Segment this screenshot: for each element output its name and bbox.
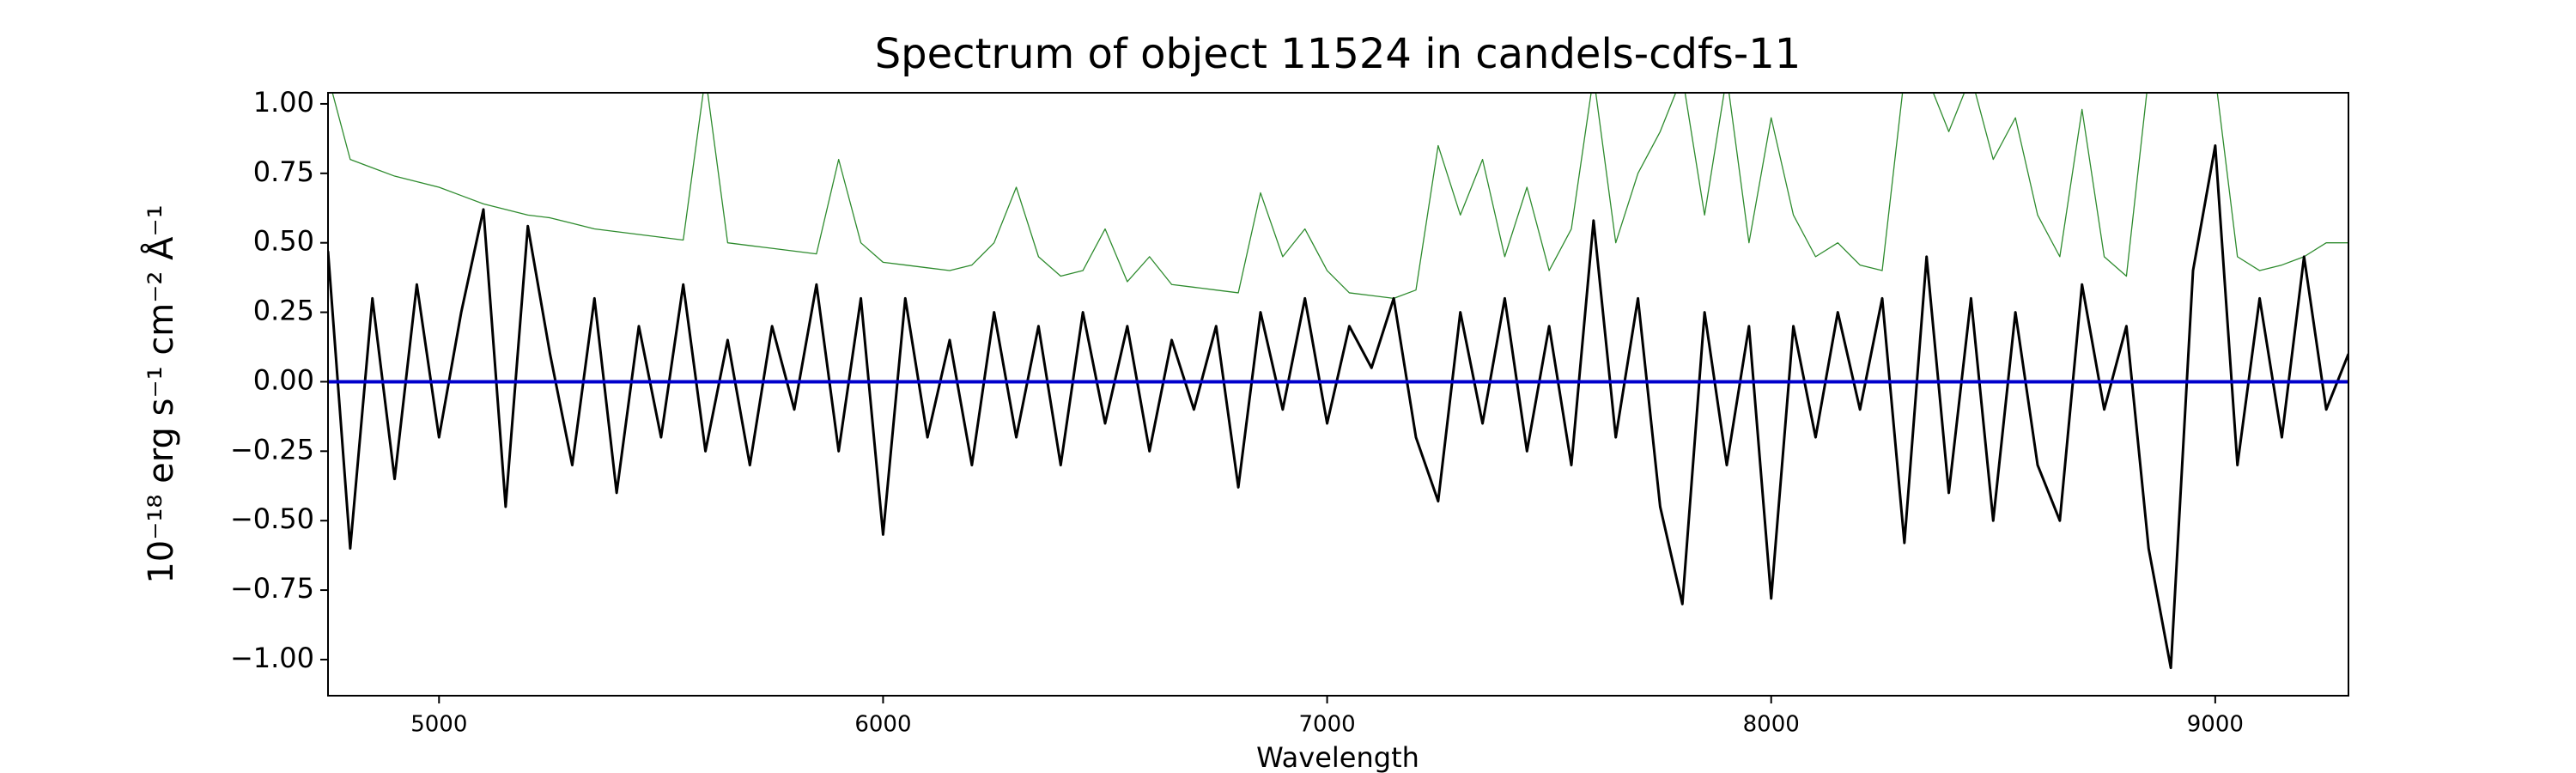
y-tick-label: 0.00 xyxy=(253,363,314,396)
y-axis-label: 10⁻¹⁸ erg s⁻¹ cm⁻² Å⁻¹ xyxy=(140,204,181,583)
spectrum-line xyxy=(328,143,2348,670)
y-tick-label: −0.50 xyxy=(230,502,314,535)
plot-frame xyxy=(327,92,2349,697)
y-tick-label: −1.00 xyxy=(230,642,314,674)
x-tick-label: 7000 xyxy=(1298,712,1355,738)
x-tick-label: 5000 xyxy=(410,712,467,738)
y-tick-label: 1.00 xyxy=(253,86,314,119)
x-axis-label: Wavelength xyxy=(1256,741,1419,773)
plot-area xyxy=(328,93,2348,670)
spectrum-line xyxy=(331,93,2348,300)
x-tick-label: 6000 xyxy=(854,712,911,738)
y-tick-label: 0.25 xyxy=(253,295,314,327)
y-tick-label: −0.25 xyxy=(230,433,314,466)
x-tick-label: 9000 xyxy=(2187,712,2244,738)
y-tick-label: 0.75 xyxy=(253,155,314,188)
x-tick-label: 8000 xyxy=(1743,712,1800,738)
y-tick-label: 0.50 xyxy=(253,225,314,258)
y-tick-label: −0.75 xyxy=(230,572,314,605)
chart-title: Spectrum of object 11524 in candels-cdfs… xyxy=(875,30,1801,78)
